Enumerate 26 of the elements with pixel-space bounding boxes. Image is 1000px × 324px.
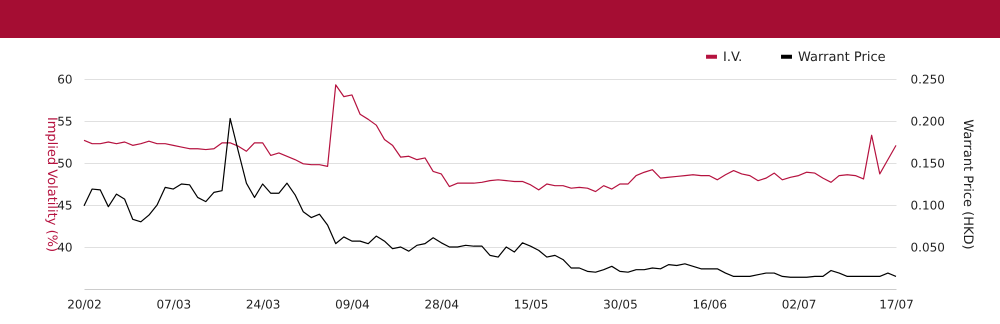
y-tick-label: 40 [57, 240, 72, 254]
x-tick-label: 24/03 [246, 298, 280, 312]
y2-tick-label: 0.200 [910, 114, 945, 128]
y2-tick-label: 0.150 [910, 156, 945, 170]
y2-axis-title: Warrant Price (HKD) [960, 119, 975, 250]
x-tick-label: 16/06 [692, 298, 728, 312]
x-tick-label: 07/03 [156, 298, 192, 312]
x-tick-label: 28/04 [424, 298, 460, 312]
line-series [83, 84, 897, 192]
y-tick-label: 55 [57, 114, 72, 128]
legend-label: I.V. [723, 50, 742, 65]
x-tick-label: 20/02 [67, 298, 102, 312]
y2-tick-label: 0.250 [910, 72, 945, 86]
x-tick-label: 09/04 [335, 298, 370, 312]
y-tick-label: 50 [57, 156, 72, 170]
y-axis-title: Implied Volatility (%) [44, 116, 60, 252]
y-tick-label: 45 [57, 198, 72, 212]
legend-label: Warrant Price [798, 50, 886, 65]
x-tick-label: 15/05 [514, 298, 548, 312]
x-tick-label: 17/07 [879, 298, 914, 312]
y2-tick-label: 0.050 [910, 240, 945, 254]
x-tick-label: 02/07 [782, 298, 816, 312]
line-series [83, 118, 897, 278]
y2-tick-label: 0.100 [910, 198, 945, 212]
x-tick-label: 30/05 [603, 298, 638, 312]
y-tick-label: 60 [57, 72, 72, 86]
